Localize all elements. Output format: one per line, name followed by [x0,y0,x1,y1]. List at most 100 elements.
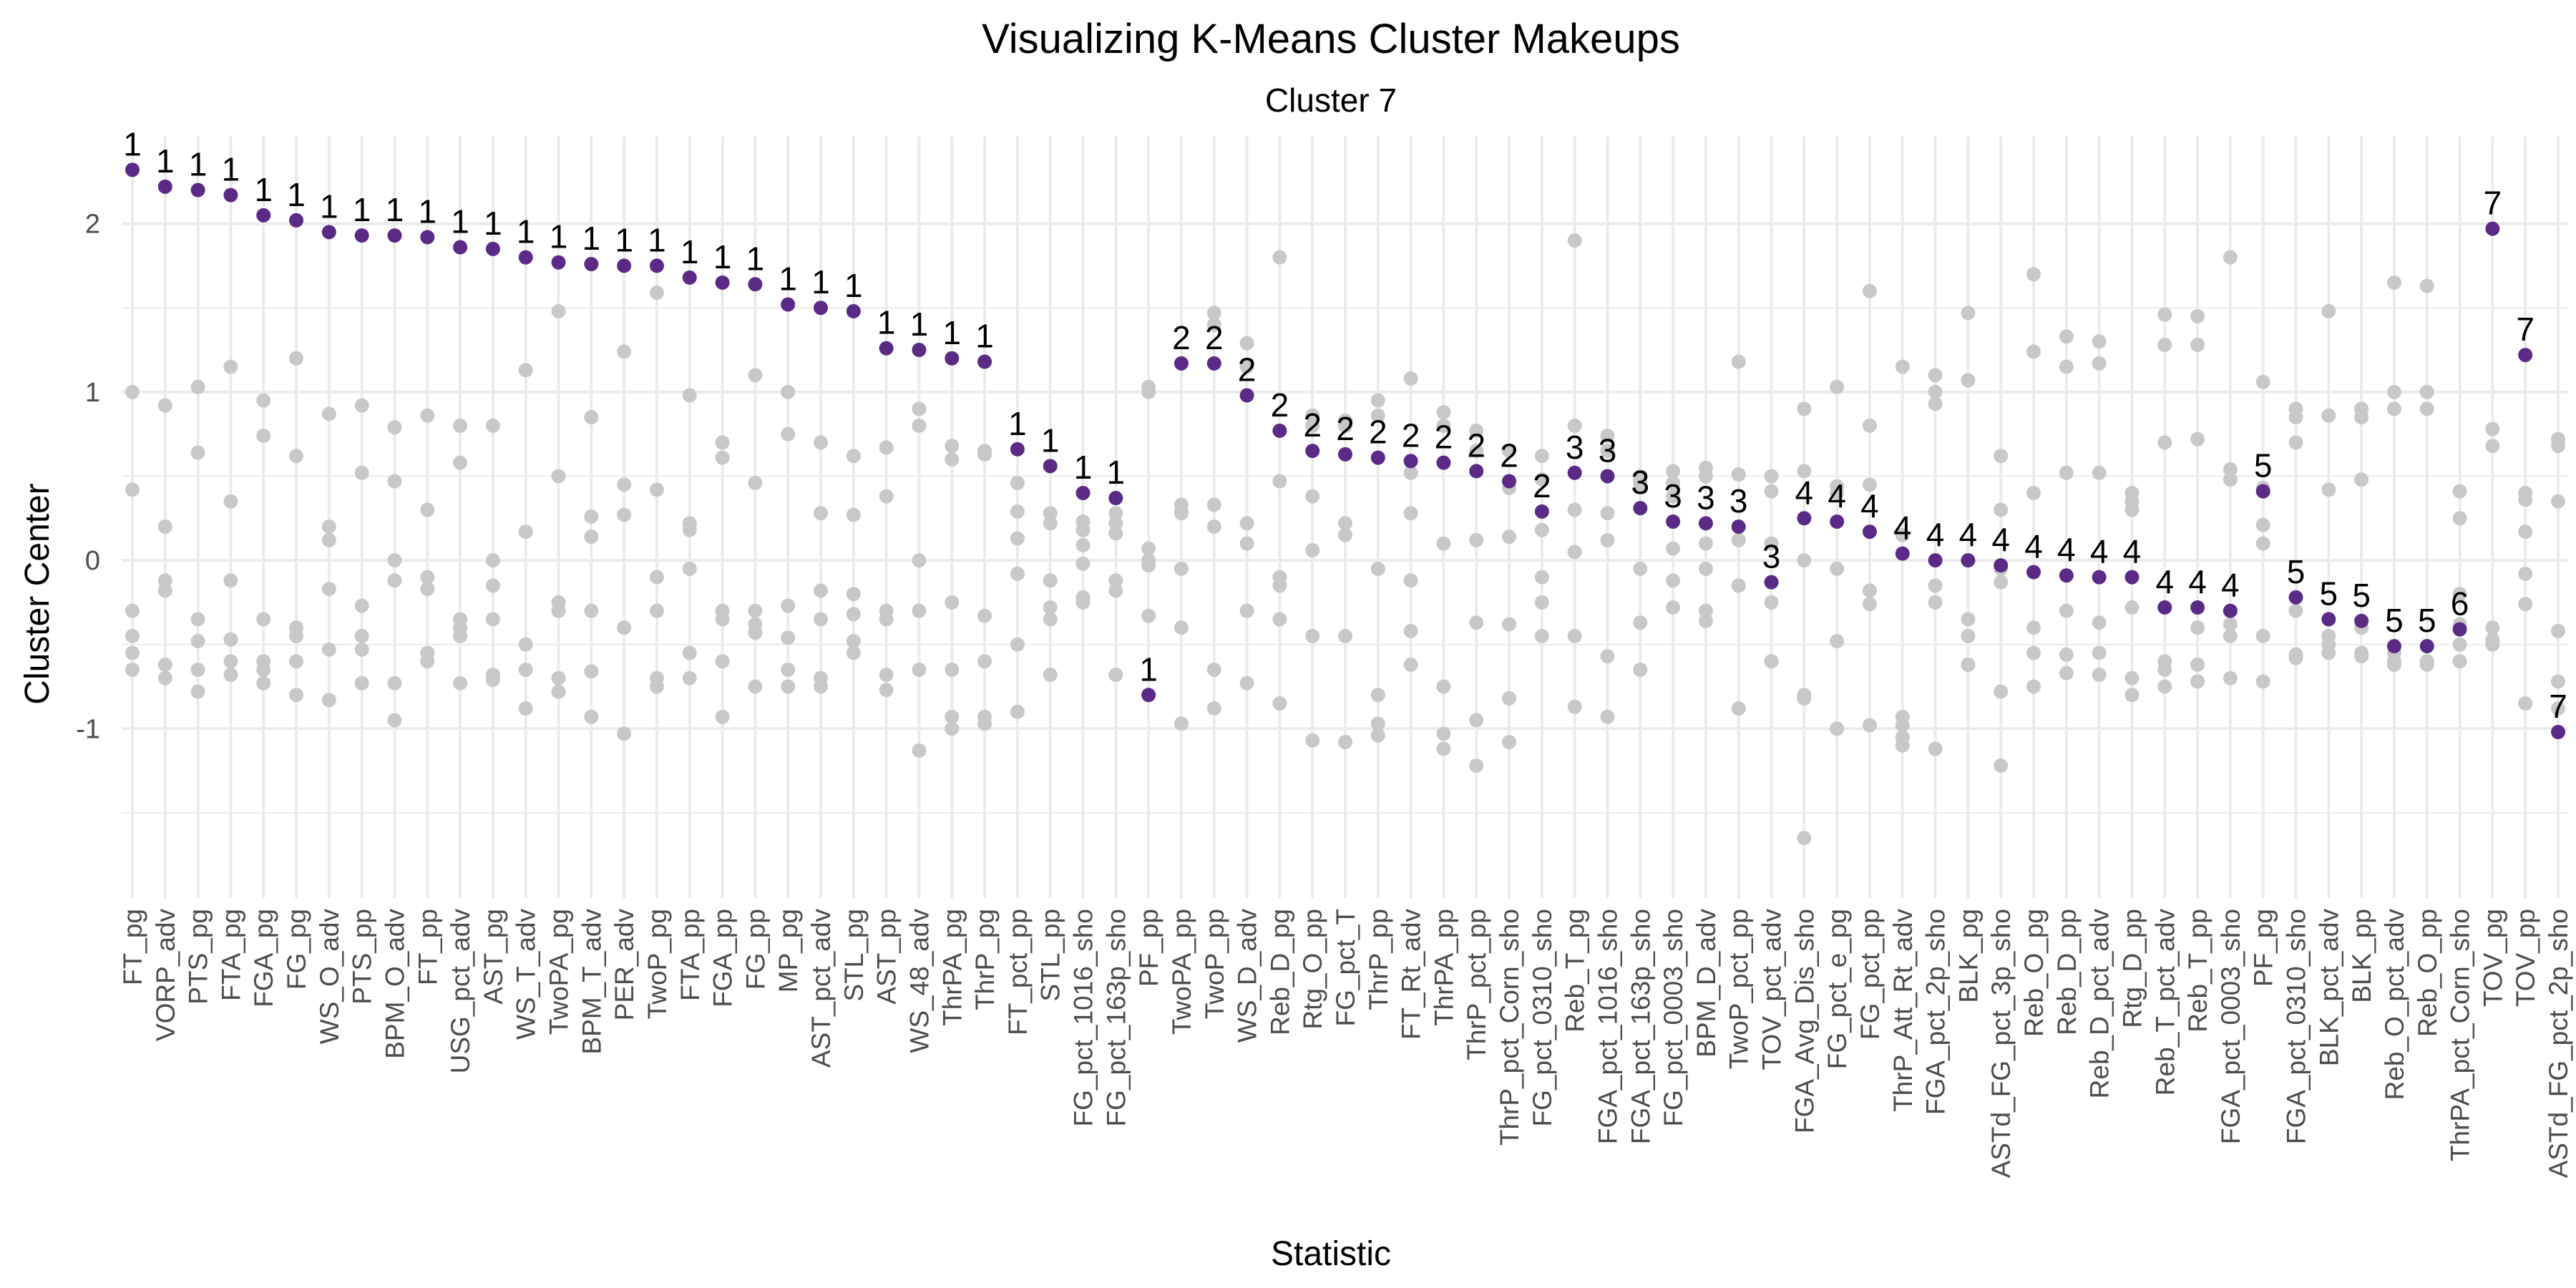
other-cluster-point [1436,741,1451,756]
other-cluster-point [1928,595,1943,610]
other-cluster-point [945,662,960,677]
other-cluster-point [715,612,730,627]
other-cluster-point [1010,504,1025,519]
other-cluster-point [551,670,566,686]
highlight-point-label: 1 [942,314,961,351]
other-cluster-point [1895,730,1910,745]
other-cluster-point [1403,465,1418,480]
other-cluster-point [387,573,402,588]
other-cluster-point [846,645,861,660]
other-cluster-point [1206,317,1221,332]
other-cluster-point [1666,573,1681,588]
highlight-point [2190,600,2205,615]
other-cluster-point [2288,650,2303,665]
other-cluster-point [1764,654,1779,669]
other-cluster-point [1764,536,1779,551]
highlight-point [1206,356,1221,371]
highlight-point-label: 1 [123,125,142,162]
other-cluster-point [1961,628,1976,643]
other-cluster-point [1239,603,1254,618]
x-tick-label: ThrP_pct_Corn_sho [1495,909,1524,1146]
highlight-point [1862,525,1877,540]
highlight-point-label: 1 [189,146,208,183]
other-cluster-point [2124,502,2140,517]
other-cluster-point [912,662,927,677]
other-cluster-point [1239,336,1254,351]
highlight-point [1534,504,1549,519]
other-cluster-point [2190,657,2205,672]
other-cluster-point [1108,506,1123,521]
other-cluster-point [945,721,960,736]
x-tick-label: Reb_O_pct_adv [2380,909,2409,1101]
other-cluster-point [2288,410,2303,425]
other-cluster-point [1075,595,1091,610]
other-cluster-point [1206,519,1221,535]
other-cluster-point [453,675,468,691]
other-cluster-point [1502,735,1517,750]
other-cluster-point [1436,418,1451,433]
other-cluster-point [1075,522,1091,537]
x-tick-label: FGA_pct_1016_sho [1593,909,1622,1144]
other-cluster-point [1403,623,1418,638]
x-tick-label: ASTd_FG_pct_3p_sho [1986,909,2016,1178]
other-cluster-point [289,688,304,703]
highlight-point [256,208,271,223]
highlight-point-label: 1 [680,233,699,270]
highlight-point [2386,639,2401,654]
other-cluster-point [223,494,238,509]
other-cluster-point [781,679,796,694]
other-cluster-point [1633,479,1648,494]
x-tick-label: ASTd_FG_pct_2p_sho [2544,909,2573,1178]
highlight-point [289,213,304,228]
other-cluster-point [1403,371,1418,386]
other-cluster-point [1994,758,2009,774]
other-cluster-point [289,654,304,669]
x-tick-label: PF_pp [1134,909,1163,987]
other-cluster-point [2485,421,2500,436]
other-cluster-point [1043,612,1058,627]
other-cluster-point [814,506,829,521]
other-cluster-point [485,418,500,433]
other-cluster-point [879,683,894,698]
x-tick-label: FT_pg [118,909,147,985]
other-cluster-point [912,743,927,758]
other-cluster-point [715,654,730,669]
other-cluster-point [1534,570,1549,585]
x-tick-label: FG_pct_0003_sho [1659,909,1688,1126]
other-cluster-point [2255,628,2270,643]
highlight-point [781,297,796,312]
x-tick-label: TwoP_pct_pp [1724,909,1754,1069]
other-cluster-point [2092,645,2107,660]
other-cluster-point [354,628,369,643]
other-cluster-point [617,344,632,359]
other-cluster-point [977,716,992,731]
other-cluster-point [682,670,697,686]
other-cluster-point [945,709,960,724]
other-cluster-point [157,670,172,686]
other-cluster-point [125,645,140,660]
other-cluster-point [584,530,599,545]
other-cluster-point [1534,628,1549,643]
other-cluster-point [1043,668,1058,683]
y-axis-ticks: -1 0 1 2 [76,210,100,745]
other-cluster-point [1830,633,1845,648]
other-cluster-point [354,465,369,480]
other-cluster-point [190,612,205,627]
x-tick-label: Reb_O_pg [2019,909,2049,1037]
other-cluster-point [2026,620,2041,635]
other-cluster-point [1206,497,1221,512]
other-cluster-point [223,359,238,374]
highlight-point [2059,568,2074,583]
other-cluster-point [354,675,369,691]
other-cluster-point [2452,587,2467,602]
other-cluster-point [1403,657,1418,672]
other-cluster-point [551,603,566,618]
other-cluster-point [1370,561,1385,576]
other-cluster-point [2452,654,2467,669]
other-cluster-point [2190,674,2205,689]
highlight-point [1600,469,1615,484]
highlight-point [1764,575,1779,590]
other-cluster-point [1370,688,1385,703]
other-cluster-point [1206,662,1221,677]
highlight-point-label: 1 [1041,421,1060,459]
